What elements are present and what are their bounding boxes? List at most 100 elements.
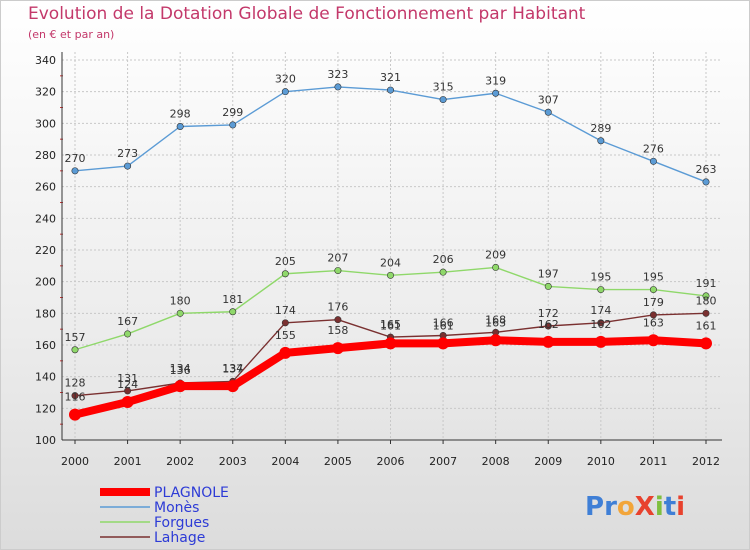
point-Lahage-2005 bbox=[334, 316, 342, 324]
point-Monès-2000 bbox=[71, 167, 79, 175]
data-label-PLAGNOLE-2011: 163 bbox=[643, 316, 664, 329]
point-Forgues-2010 bbox=[597, 286, 605, 294]
data-label-Lahage-2006: 165 bbox=[380, 318, 401, 331]
data-label-Monès-2004: 320 bbox=[275, 73, 296, 86]
data-label-Lahage-2001: 131 bbox=[117, 372, 138, 385]
y-tick-300: 300 bbox=[35, 117, 56, 130]
logo-letter: r bbox=[604, 492, 617, 522]
point-Monès-2010 bbox=[597, 137, 605, 145]
y-tick-220: 220 bbox=[35, 244, 56, 257]
point-Forgues-2011 bbox=[649, 286, 657, 294]
data-label-Forgues-2006: 204 bbox=[380, 256, 401, 269]
point-Monès-2003 bbox=[229, 121, 237, 129]
data-label-Lahage-2011: 179 bbox=[643, 296, 664, 309]
y-tick-240: 240 bbox=[35, 212, 56, 225]
legend-label-PLAGNOLE: PLAGNOLE bbox=[154, 485, 229, 501]
y-tick-160: 160 bbox=[35, 339, 56, 352]
point-Monès-2001 bbox=[124, 162, 132, 170]
data-label-Monès-2010: 289 bbox=[590, 122, 611, 135]
point-Monès-2002 bbox=[176, 123, 184, 131]
point-PLAGNOLE-2001 bbox=[121, 396, 134, 408]
data-label-Monès-2011: 276 bbox=[643, 142, 664, 155]
data-label-PLAGNOLE-2005: 158 bbox=[327, 324, 348, 337]
point-PLAGNOLE-2011 bbox=[647, 334, 660, 347]
point-PLAGNOLE-2004 bbox=[279, 346, 292, 359]
point-PLAGNOLE-2009 bbox=[542, 335, 555, 348]
data-label-PLAGNOLE-2003: 134 bbox=[222, 362, 243, 375]
data-label-Lahage-2003: 137 bbox=[222, 362, 243, 375]
data-label-Monès-2006: 321 bbox=[380, 71, 401, 84]
data-label-PLAGNOLE-2008: 163 bbox=[485, 316, 506, 329]
point-Monès-2012 bbox=[702, 178, 710, 186]
point-Monès-2009 bbox=[544, 108, 552, 116]
data-label-PLAGNOLE-2001: 124 bbox=[117, 378, 138, 391]
chart-subtitle: (en € et par an) bbox=[28, 28, 115, 41]
series-layer bbox=[69, 83, 712, 421]
x-tick-2003: 2003 bbox=[219, 455, 247, 468]
point-Lahage-2009 bbox=[544, 322, 552, 330]
y-tick-320: 320 bbox=[35, 86, 56, 99]
data-label-Monès-2008: 319 bbox=[485, 74, 506, 87]
data-label-Forgues-2012: 191 bbox=[696, 277, 717, 290]
y-tick-100: 100 bbox=[35, 434, 56, 447]
data-label-Forgues-2011: 195 bbox=[643, 271, 664, 284]
axes: 100 120 140 160 180 200 220 240 260 280 300 320 340 2… bbox=[35, 52, 722, 468]
data-labels: 270 273 298 299 320 323 321 315 319 307 289 276 263 1… bbox=[65, 68, 717, 404]
y-tick-140: 140 bbox=[35, 371, 56, 384]
data-label-Monès-2002: 298 bbox=[170, 108, 191, 121]
data-label-Monès-2012: 263 bbox=[696, 163, 717, 176]
data-label-Monès-2000: 270 bbox=[65, 152, 86, 165]
y-tick-180: 180 bbox=[35, 307, 56, 320]
legend-label-Forgues: Forgues bbox=[154, 515, 209, 531]
data-label-Forgues-2005: 207 bbox=[327, 252, 348, 265]
logo-letter: o bbox=[617, 492, 635, 522]
data-label-PLAGNOLE-2006: 161 bbox=[380, 319, 401, 332]
chart-title: Evolution de la Dotation Globale de Fonc… bbox=[28, 4, 586, 24]
point-Forgues-2003 bbox=[229, 308, 237, 316]
logo-letter: t bbox=[664, 492, 676, 522]
point-Forgues-2001 bbox=[124, 330, 132, 338]
x-tick-2010: 2010 bbox=[587, 455, 615, 468]
x-tick-2000: 2000 bbox=[61, 455, 89, 468]
proxiti-logo: ProXiti bbox=[585, 492, 685, 522]
data-label-Monès-2003: 299 bbox=[222, 106, 243, 119]
data-label-PLAGNOLE-2009: 162 bbox=[538, 318, 559, 331]
grid-lines bbox=[62, 52, 722, 441]
point-PLAGNOLE-2007 bbox=[437, 337, 450, 350]
point-Forgues-2000 bbox=[71, 346, 79, 354]
point-Forgues-2005 bbox=[334, 267, 342, 275]
data-label-Forgues-2002: 180 bbox=[170, 294, 191, 307]
data-label-Forgues-2004: 205 bbox=[275, 255, 296, 268]
point-Forgues-2004 bbox=[281, 270, 289, 278]
data-label-Lahage-2004: 174 bbox=[275, 304, 296, 317]
data-label-Lahage-2010: 174 bbox=[590, 304, 611, 317]
data-label-Forgues-2008: 209 bbox=[485, 248, 506, 261]
x-tick-2001: 2001 bbox=[114, 455, 142, 468]
point-Lahage-2012 bbox=[702, 309, 710, 317]
data-label-Lahage-2009: 172 bbox=[538, 307, 559, 320]
point-Monès-2011 bbox=[649, 157, 657, 165]
data-label-Lahage-2005: 176 bbox=[327, 301, 348, 314]
data-label-PLAGNOLE-2010: 162 bbox=[590, 318, 611, 331]
point-Forgues-2006 bbox=[386, 271, 394, 279]
x-tick-2004: 2004 bbox=[271, 455, 299, 468]
logo-letter: X bbox=[635, 492, 655, 522]
x-tick-2009: 2009 bbox=[534, 455, 562, 468]
point-Forgues-2002 bbox=[176, 309, 184, 317]
data-label-Monès-2007: 315 bbox=[433, 81, 454, 94]
data-label-Lahage-2008: 168 bbox=[485, 313, 506, 326]
point-PLAGNOLE-2006 bbox=[384, 337, 397, 350]
x-tick-2012: 2012 bbox=[692, 455, 720, 468]
point-PLAGNOLE-2000 bbox=[69, 408, 81, 421]
point-PLAGNOLE-2010 bbox=[594, 335, 607, 348]
data-label-Lahage-2012: 180 bbox=[696, 294, 717, 307]
point-Monès-2007 bbox=[439, 96, 447, 104]
data-label-PLAGNOLE-2004: 155 bbox=[275, 329, 296, 342]
data-label-Monès-2009: 307 bbox=[538, 93, 559, 106]
data-label-Forgues-2000: 157 bbox=[65, 331, 86, 344]
point-Forgues-2008 bbox=[492, 263, 500, 271]
x-tick-2007: 2007 bbox=[429, 455, 457, 468]
point-Monès-2004 bbox=[281, 88, 289, 96]
